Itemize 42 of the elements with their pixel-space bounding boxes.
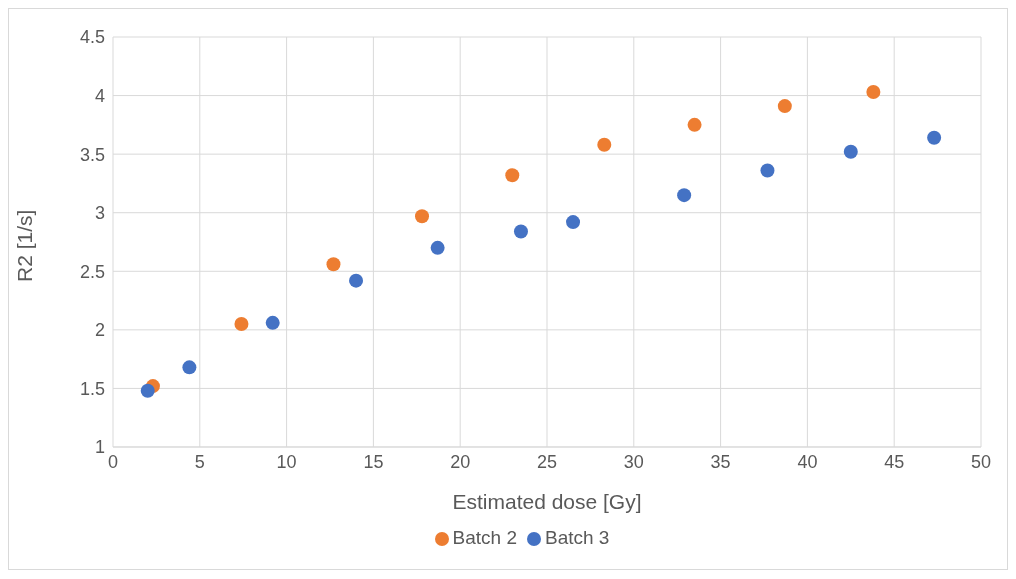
y-tick-label: 2.5 [79, 261, 105, 282]
x-tick-label: 25 [536, 451, 558, 472]
point [513, 224, 528, 239]
x-tick-label: 20 [450, 451, 471, 472]
y-tick-label: 1.5 [79, 378, 105, 399]
legend-label: Batch 2 [452, 527, 517, 548]
point [760, 163, 775, 178]
x-tick-label: 10 [276, 451, 297, 472]
x-tick-label: 35 [710, 451, 731, 472]
point [265, 315, 280, 330]
y-axis-title: R2 [1/s] [13, 209, 37, 282]
x-tick-label: 40 [797, 451, 818, 472]
y-tick-label: 3 [94, 203, 105, 224]
x-tick-label: 45 [884, 451, 905, 472]
x-tick-label: 5 [194, 451, 205, 472]
point [927, 130, 942, 145]
point [566, 215, 581, 230]
point [415, 209, 430, 224]
point [843, 144, 858, 159]
x-tick-label: 50 [970, 451, 992, 472]
point [349, 273, 364, 288]
point [182, 360, 197, 375]
point [505, 168, 520, 183]
x-tick-label: 0 [107, 451, 119, 472]
y-tick-label: 1 [94, 437, 105, 458]
point [234, 317, 249, 331]
point [326, 257, 341, 272]
point [687, 117, 702, 132]
x-axis-title: Estimated dose [Gy] [452, 490, 642, 513]
point [140, 383, 155, 398]
y-tick-label: 3.5 [79, 144, 105, 165]
point [777, 99, 792, 114]
x-tick-label: 15 [363, 451, 384, 472]
legend-label: Batch 3 [545, 527, 610, 548]
point [430, 240, 445, 255]
point [677, 188, 692, 203]
point [866, 85, 881, 100]
x-tick-label: 30 [623, 451, 644, 472]
y-tick-label: 4.5 [79, 27, 105, 48]
point [597, 137, 612, 152]
y-tick-label: 2 [94, 320, 105, 341]
y-tick-label: 4 [94, 85, 105, 106]
